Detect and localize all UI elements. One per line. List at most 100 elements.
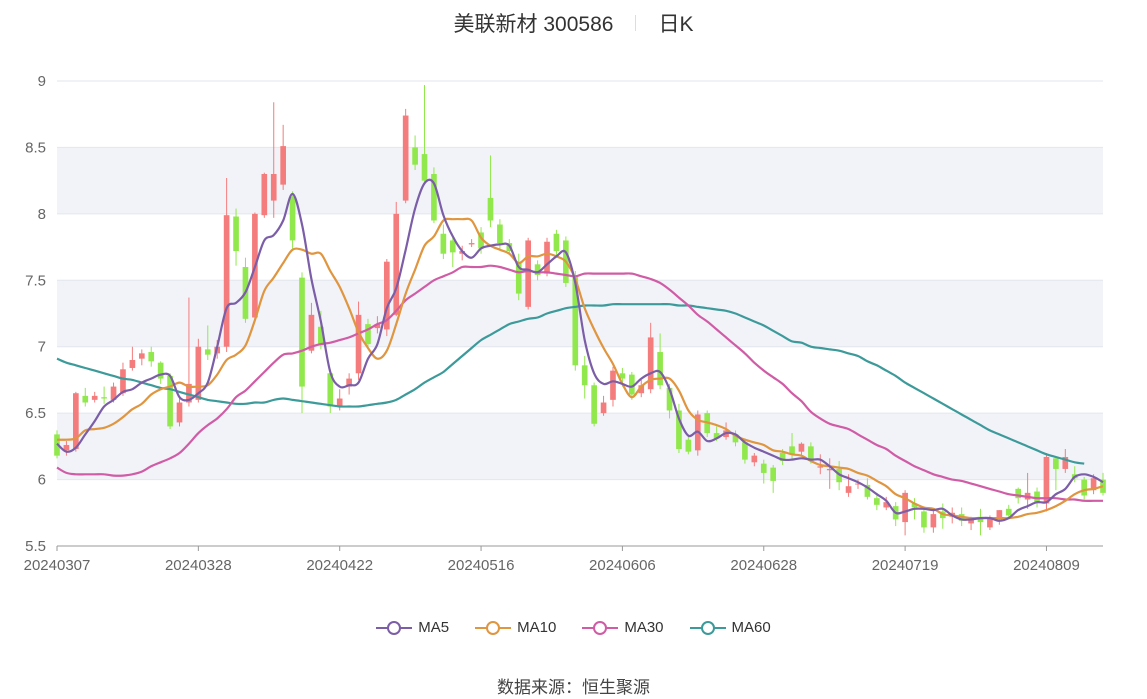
y-tick-label: 6.5	[25, 405, 46, 422]
candle-body	[449, 240, 456, 253]
candle-body	[1053, 458, 1059, 469]
stock-name-title: 美联新材 300586	[453, 13, 614, 36]
candle-body	[911, 503, 918, 508]
candle-body	[176, 402, 183, 423]
candle-body	[629, 374, 635, 395]
candle-body	[101, 397, 107, 399]
ma10-line	[56, 217, 1104, 520]
candle-body	[666, 387, 673, 411]
candle-body	[346, 378, 352, 387]
candle-body	[676, 410, 682, 450]
candle-body	[732, 434, 739, 443]
x-tick-label: 20240307	[24, 557, 91, 574]
candle-body	[987, 518, 993, 528]
candle-body	[1005, 508, 1012, 516]
candle-body	[440, 233, 447, 254]
candle-body	[996, 510, 1003, 520]
candle-body	[318, 326, 324, 346]
candle-body	[591, 385, 597, 424]
candle-body	[798, 443, 805, 452]
candle-body	[619, 373, 626, 379]
x-tick-label: 20240328	[165, 557, 232, 574]
candle-body	[336, 398, 343, 407]
candle-body	[421, 154, 428, 181]
x-tick-label: 20240809	[1013, 557, 1080, 574]
candle-body	[365, 324, 371, 345]
candle-body	[855, 483, 861, 485]
candle-body	[91, 395, 98, 400]
candlestick-chart: 9 8.5 8 7.5 7 6.5 6 5.5 20240307 20240328 20240422…	[24, 73, 1106, 574]
candle-body	[402, 115, 409, 201]
candle-body	[355, 314, 362, 374]
x-tick-label: 20240422	[306, 557, 373, 574]
candle-body	[167, 375, 173, 427]
y-tick-label: 8	[38, 206, 46, 223]
candle-body	[478, 232, 484, 249]
candle-body	[82, 395, 89, 403]
ma30-line	[56, 264, 1103, 502]
legend-ma5-symbol	[376, 620, 413, 635]
candle-body	[261, 174, 268, 216]
x-tick-label: 20240628	[730, 557, 797, 574]
x-tick-label: 20240719	[872, 557, 939, 574]
legend-item-ma10[interactable]: MA10	[475, 619, 556, 636]
candle-body	[525, 240, 531, 307]
legend-ma30-label: MA30	[624, 619, 664, 636]
candle-body	[742, 442, 748, 460]
candle-body	[186, 383, 192, 403]
candle-body	[553, 233, 560, 252]
candle-body	[779, 453, 786, 461]
candle-body	[431, 174, 437, 221]
candle-body	[393, 213, 400, 315]
y-tick-label: 5.5	[25, 538, 46, 555]
candle-body	[1015, 488, 1022, 499]
legend-ma60-label: MA60	[731, 619, 771, 636]
candle-body	[930, 514, 937, 528]
candle-body	[148, 352, 155, 362]
legend-ma60-symbol	[689, 620, 726, 635]
legend-item-ma5[interactable]: MA5	[376, 619, 449, 636]
y-tick-label: 7	[38, 339, 46, 356]
legend-item-ma60[interactable]: MA60	[689, 619, 771, 636]
candle-body	[308, 314, 315, 351]
candle-body	[600, 402, 607, 414]
candle-body	[864, 484, 871, 497]
candle-body	[327, 373, 334, 407]
candle-body	[1090, 478, 1097, 491]
candle-body	[902, 492, 908, 523]
data-source-label: 数据来源：恒生聚源	[497, 678, 650, 697]
candle-body	[515, 263, 522, 294]
candle-body	[110, 386, 117, 400]
candle-body	[374, 324, 381, 329]
candle-body	[883, 502, 890, 508]
candle-body	[468, 243, 475, 245]
candle-body	[195, 346, 202, 400]
y-tick-label: 6	[38, 472, 46, 489]
candle-body	[572, 276, 579, 366]
candle-body	[1081, 479, 1087, 496]
candle-body	[1062, 456, 1069, 469]
legend-ma30-symbol	[582, 620, 619, 635]
candle-body	[789, 446, 795, 455]
candle-body	[1043, 456, 1050, 504]
candle-body	[921, 511, 927, 528]
candle-body	[610, 370, 616, 400]
candle-body	[487, 197, 494, 221]
ma60-line	[56, 303, 1085, 465]
legend-item-ma30[interactable]: MA30	[582, 619, 664, 636]
candle-body	[817, 466, 824, 468]
chart-title: 美联新材 300586 日K	[0, 6, 1147, 40]
candle-body	[534, 264, 541, 275]
candle-body	[770, 467, 777, 481]
candle-body	[685, 439, 692, 452]
candle-body	[73, 393, 79, 450]
grid-band	[57, 413, 1103, 480]
candle-body	[845, 486, 852, 493]
candle-body	[233, 216, 239, 252]
candle-body	[544, 241, 550, 274]
candle-body	[129, 360, 136, 368]
candle-body	[280, 146, 286, 185]
candle-body	[270, 174, 277, 201]
legend-ma10-symbol	[475, 620, 512, 635]
grid-band	[57, 147, 1103, 214]
